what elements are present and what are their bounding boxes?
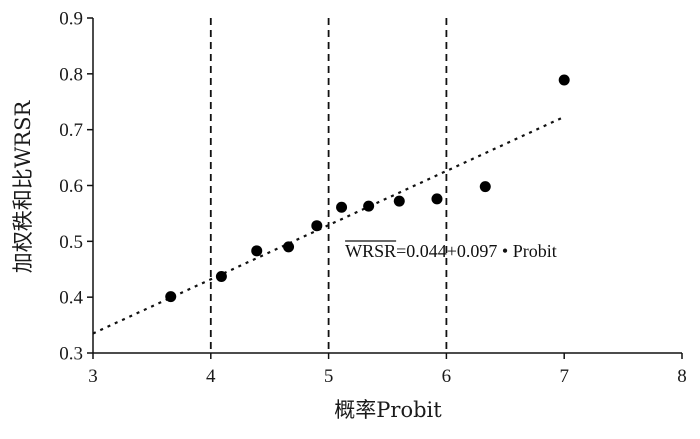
data-point	[336, 201, 348, 213]
y-tick-label: 0.3	[59, 344, 83, 365]
data-point	[393, 195, 405, 207]
regression-line	[92, 115, 565, 335]
equation-variable: WRSR	[345, 241, 396, 261]
y-tick-label: 0.6	[59, 176, 83, 197]
y-axis-title: 加权秩和比WRSR	[11, 100, 35, 274]
y-tick-label: 0.7	[59, 120, 83, 141]
data-point	[363, 200, 375, 212]
x-axis-title: 概率Probit	[334, 398, 442, 422]
y-tick-label: 0.4	[59, 288, 83, 309]
x-tick-label: 8	[677, 366, 687, 387]
x-axis-ticks: 3 4 5 6 7 8	[88, 353, 687, 387]
data-point	[215, 271, 227, 283]
y-axis-ticks: 0.3 0.4 0.5 0.6 0.7 0.8 0.9	[59, 9, 93, 365]
x-tick-label: 5	[324, 366, 334, 387]
data-point	[165, 291, 177, 303]
x-tick-label: 7	[559, 366, 569, 387]
data-point	[283, 241, 295, 253]
data-point	[251, 245, 263, 257]
divider-lines	[209, 18, 448, 353]
y-tick-label: 0.5	[59, 232, 83, 253]
equation-formula: =0.044+0.097 • Probit	[396, 241, 557, 261]
data-points	[165, 74, 570, 303]
data-point	[479, 181, 491, 193]
data-point	[311, 220, 323, 232]
data-point	[558, 74, 570, 86]
x-tick-label: 3	[88, 366, 98, 387]
axes	[92, 18, 682, 354]
x-tick-label: 4	[206, 366, 216, 387]
y-tick-label: 0.9	[59, 9, 83, 30]
regression-equation: WRSR =0.044+0.097 • Probit	[345, 240, 557, 261]
y-tick-label: 0.8	[59, 64, 83, 85]
data-point	[431, 193, 443, 205]
x-tick-label: 6	[442, 366, 452, 387]
